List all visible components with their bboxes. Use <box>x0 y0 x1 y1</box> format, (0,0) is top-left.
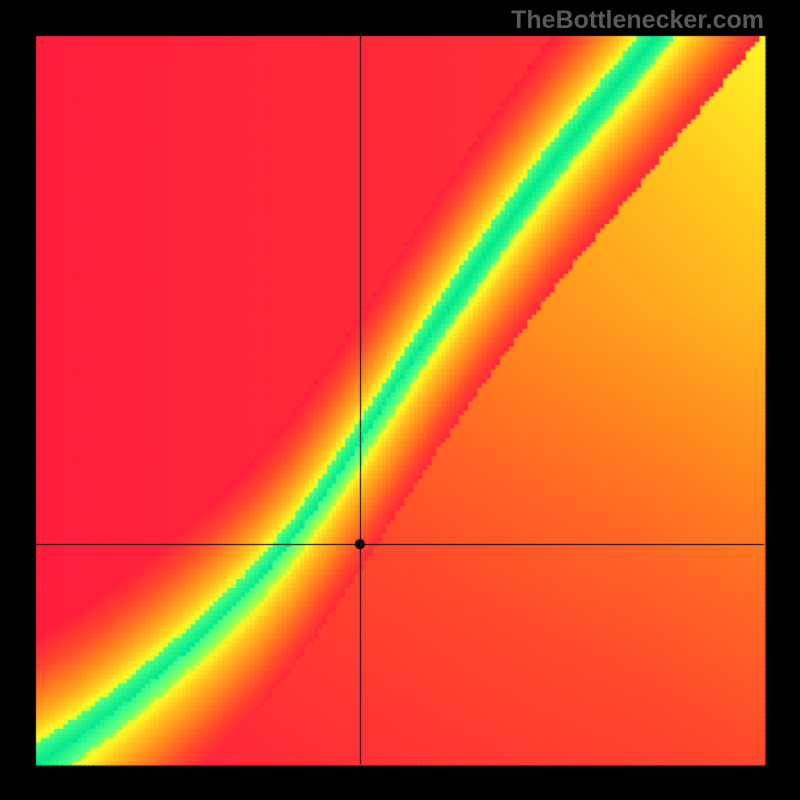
chart-container: { "chart": { "type": "heatmap", "canvas"… <box>0 0 800 800</box>
bottleneck-heatmap <box>0 0 800 800</box>
watermark-text: TheBottlenecker.com <box>511 6 764 35</box>
